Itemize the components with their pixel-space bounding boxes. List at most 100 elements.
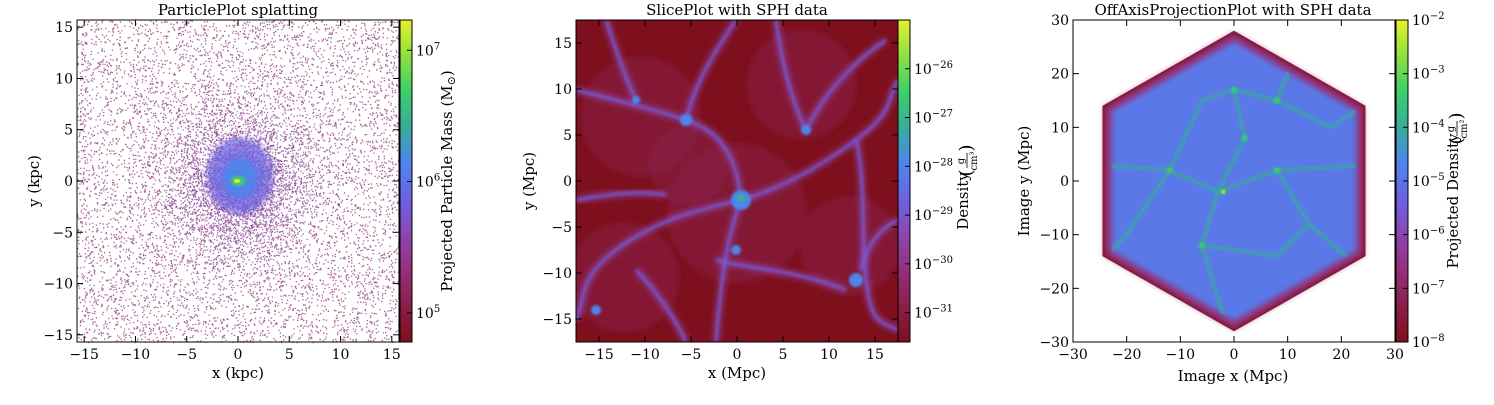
colorbar-unit-numerator: g [956,157,967,164]
density-region [576,222,680,333]
x-tick-label: −30 [1058,347,1088,363]
filament-core [775,20,807,131]
y-tick-label: 15 [55,20,73,36]
colorbar-unit-denominator: cm³ [969,151,980,170]
filament-core [855,139,898,331]
filament-core [576,199,742,321]
panel-offaxisprojectionplot: OffAxisProjectionPlot with SPH data −30−… [1015,1,1470,385]
x-tick-label: −5 [681,347,702,363]
colorbar-tick-label: 106 [416,173,440,191]
projected-filament [1201,222,1311,259]
filament-core [605,20,637,101]
x-tick-label: 10 [820,347,838,363]
colorbar-ticks: 10−8 10−7 10−6 10−5 10−4 10−3 10−2 [1403,11,1445,351]
filament-core [715,259,847,291]
colorbar [399,19,413,343]
colorbar-ticks: 105 106 107 [407,41,440,322]
x-tick-label: −10 [630,347,660,363]
y-tick-label: −10 [542,266,572,282]
halo-knot [849,273,863,287]
projected-halo [1198,242,1205,249]
colorbar-label: Projected Density g cm² ( ) [1444,112,1470,268]
x-tick-label: 15 [383,347,401,363]
x-axis-label: x (kpc) [212,364,264,382]
y-tick-label: 0 [64,174,73,190]
halo-knot [632,96,640,104]
y-tick-label: 10 [1051,120,1069,136]
y-tick-label: 10 [55,71,73,87]
colorbar-tick-label: 10−31 [914,304,953,322]
density-slice-image [576,20,898,342]
x-tick-label: 5 [779,347,788,363]
y-tick-label: 5 [64,123,73,139]
halo-knot [731,245,741,255]
colorbar-label-text: Density [954,172,972,230]
panel-particleplot: ParticlePlot splatting −15 −10 −5 0 5 10 15 −1… [25,1,458,382]
y-ticks: −15 −10 −5 0 5 10 15 [542,36,898,328]
halo-knot [591,305,601,315]
projected-halo [1231,86,1237,93]
colorbar-gradient [897,19,911,343]
colorbar-ticks: 10−31 10−30 10−29 10−28 10−27 10−26 [905,60,953,322]
x-ticks: −15 −10 −5 0 5 10 15 [69,20,401,363]
colorbar-tick-label: 10−3 [1412,65,1445,83]
y-tick-label: −10 [43,277,73,293]
colorbar-unit-paren-right: ) [1446,112,1467,119]
y-tick-label: −5 [551,220,572,236]
colorbar-tick-label: 10−28 [914,157,953,175]
density-region [746,29,857,140]
colorbar-tick-label: 10−29 [914,206,953,224]
x-tick-label: −5 [176,347,197,363]
y-ticks: −30 −20 −10 0 10 20 30 [1039,13,1395,351]
y-axis-label: y (kpc) [25,155,43,208]
colorbar-tick-label: 10−27 [914,109,953,127]
x-tick-label: 0 [1230,347,1239,363]
colorbar-tick-label: 107 [416,41,440,59]
x-tick-label: 15 [866,347,884,363]
y-tick-label: −15 [43,328,73,344]
projected-halo [1166,167,1173,174]
colorbar-tick-label: 10−5 [1412,172,1445,190]
panel-sliceplot: SlicePlot with SPH data −15 −10 −5 0 5 10 15 −… [520,1,980,382]
colorbar [897,19,911,343]
x-tick-label: 10 [1279,347,1297,363]
colorbar-label: Density g cm³ ( ) [954,144,980,229]
x-tick-label: −15 [69,347,99,363]
filament-core [635,269,687,342]
colorbar-tick-label: 10−7 [1412,279,1445,297]
y-ticks: −15 −10 −5 0 5 10 15 [43,20,399,344]
colorbar-tick-label: 10−2 [1412,11,1445,29]
density-region [799,195,898,296]
x-ticks: −30 −20 −10 0 10 20 30 [1058,20,1404,363]
y-axis-label: Image y (Mpc) [1015,126,1033,237]
y-tick-label: 15 [554,36,572,52]
colorbar-tick-label: 105 [416,304,440,322]
projected-filament [1111,169,1172,258]
colorbar-gradient [399,19,413,343]
projected-halo-peak [1221,189,1226,194]
colorbar-label-text: Projected Density [1444,133,1462,269]
projected-halo [1273,97,1280,104]
colorbar-tick-label: 10−6 [1412,226,1445,244]
filament-core [576,191,667,201]
x-tick-label: −10 [1166,347,1196,363]
y-tick-label: −5 [52,225,73,241]
colorbar-label: Projected Particle Mass (M⊙) [438,70,458,291]
colorbar-tick-label: 10−26 [914,60,953,78]
projected-filament [1276,98,1357,130]
x-tick-label: −20 [1112,347,1142,363]
panel-title: OffAxisProjectionPlot with SPH data [1094,1,1371,19]
x-tick-label: −10 [121,347,151,363]
y-tick-label: −20 [1039,281,1069,297]
colorbar-tick-label: 10−30 [914,255,953,273]
halo-knot [680,114,692,126]
y-tick-label: 0 [1060,174,1069,190]
y-tick-label: 20 [1051,67,1069,83]
panel-title: SlicePlot with SPH data [646,1,828,19]
halo-knot [801,125,811,135]
y-tick-label: −30 [1039,335,1069,351]
projected-halo [1273,167,1280,174]
x-tick-label: 5 [285,347,294,363]
